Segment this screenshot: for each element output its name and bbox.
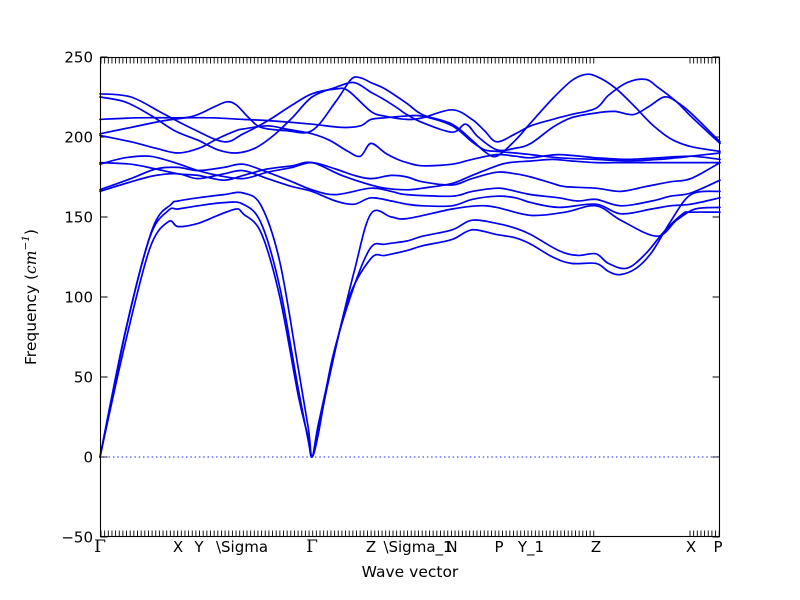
x-point-label: X xyxy=(686,538,696,556)
y-tick-label: 0 xyxy=(83,449,93,467)
x-minor-ticks xyxy=(100,57,720,537)
x-point-labels: Γ X Y \Sigma Γ Z \Sigma_1N P Y_1 Z X P xyxy=(94,537,722,557)
band-lines xyxy=(99,73,721,458)
y-tick-label: 200 xyxy=(64,129,93,147)
y-tick-labels: 250 200 150 100 50 0 −50 xyxy=(61,49,93,547)
x-point-label: Γ xyxy=(306,537,318,557)
band-2 xyxy=(99,201,721,458)
x-point-label: Y xyxy=(193,538,204,556)
y-axis-title: Frequency (cm−1) xyxy=(20,229,40,365)
y-axis-title-part: −1 xyxy=(20,235,32,250)
y-tick-label: 100 xyxy=(64,289,93,307)
x-point-label: Z xyxy=(591,538,601,556)
y-axis-title-part: Frequency ( xyxy=(22,274,40,365)
band-11 xyxy=(99,78,721,145)
band-6 xyxy=(99,155,721,193)
x-point-label: N xyxy=(446,538,457,556)
x-point-label: P xyxy=(713,538,722,556)
band-4 xyxy=(99,169,721,215)
x-point-label: Γ xyxy=(94,537,106,557)
y-axis-title-part: cm xyxy=(22,251,40,274)
x-point-label: \Sigma xyxy=(216,538,268,556)
band-3 xyxy=(99,191,721,458)
band-8 xyxy=(99,124,721,167)
x-point-label: Z xyxy=(366,538,376,556)
y-tick-label: 250 xyxy=(64,49,93,67)
y-tick-label: 50 xyxy=(74,369,93,387)
y-tick-label: 150 xyxy=(64,209,93,227)
plot-frame xyxy=(99,56,721,538)
band-5 xyxy=(99,163,721,207)
band-1 xyxy=(99,190,721,458)
x-point-label: P xyxy=(494,538,503,556)
x-point-label: \Sigma_1 xyxy=(383,538,452,557)
y-axis-title-part: ) xyxy=(22,229,40,235)
x-axis-title: Wave vector xyxy=(362,563,459,581)
y-tick-label: −50 xyxy=(61,529,93,547)
band-12 xyxy=(99,73,721,158)
x-point-label: X xyxy=(173,538,183,556)
x-point-label: Y_1 xyxy=(517,538,544,557)
band-7 xyxy=(99,158,721,191)
